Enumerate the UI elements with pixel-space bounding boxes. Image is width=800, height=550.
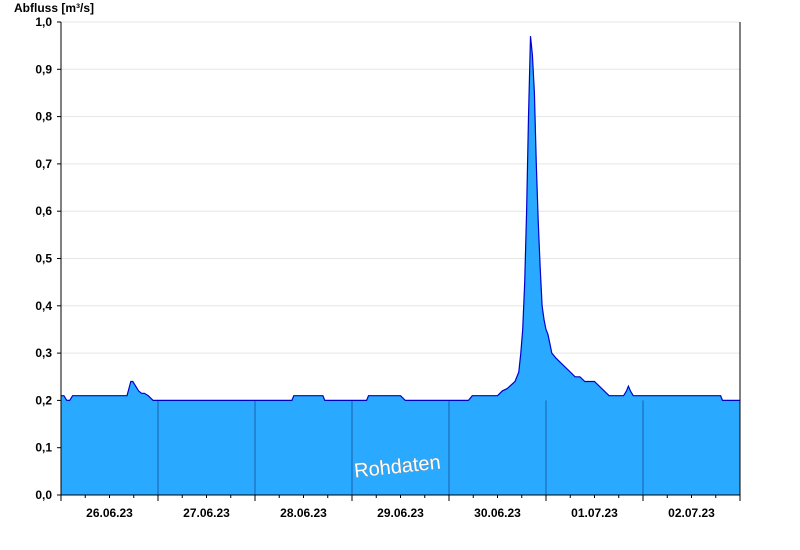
y-tick-label: 0,0 — [35, 488, 52, 502]
y-tick-label: 1,0 — [35, 15, 52, 29]
x-tick-label: 28.06.23 — [280, 506, 327, 520]
y-tick-label: 0,3 — [35, 346, 52, 360]
flow-area — [61, 36, 740, 495]
y-tick-label: 0,2 — [35, 393, 52, 407]
x-tick-label: 29.06.23 — [377, 506, 424, 520]
x-tick-label: 30.06.23 — [474, 506, 521, 520]
flow-line — [61, 36, 740, 401]
x-tick-label: 26.06.23 — [86, 506, 133, 520]
y-tick-label: 0,6 — [35, 204, 52, 218]
y-tick-label: 0,5 — [35, 252, 52, 266]
y-tick-label: 0,8 — [35, 110, 52, 124]
x-tick-label: 27.06.23 — [183, 506, 230, 520]
x-tick-label: 02.07.23 — [668, 506, 715, 520]
y-tick-label: 0,1 — [35, 441, 52, 455]
x-tick-label: 01.07.23 — [571, 506, 618, 520]
y-tick-label: 0,7 — [35, 157, 52, 171]
y-axis-label: Abfluss [m³/s] — [14, 1, 95, 15]
y-tick-label: 0,9 — [35, 62, 52, 76]
y-tick-label: 0,4 — [35, 299, 52, 313]
